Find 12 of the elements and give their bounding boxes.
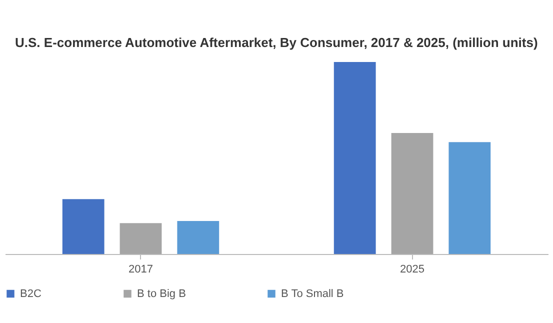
legend-label: B2C: [20, 288, 42, 300]
legend-label: B to Big B: [137, 288, 186, 300]
bar: [448, 142, 491, 254]
bar: [120, 223, 162, 254]
bar: [391, 133, 434, 254]
legend-label: B To Small B: [281, 288, 344, 300]
chart-title: U.S. E-commerce Automotive Aftermarket, By Consumer, 2017 & 2025, (million units): [15, 35, 538, 50]
x-tick-label: 2017: [128, 264, 153, 276]
bar: [177, 220, 220, 254]
bar: [334, 62, 376, 254]
x-tick-label: 2025: [400, 264, 424, 276]
bar: [62, 199, 104, 254]
